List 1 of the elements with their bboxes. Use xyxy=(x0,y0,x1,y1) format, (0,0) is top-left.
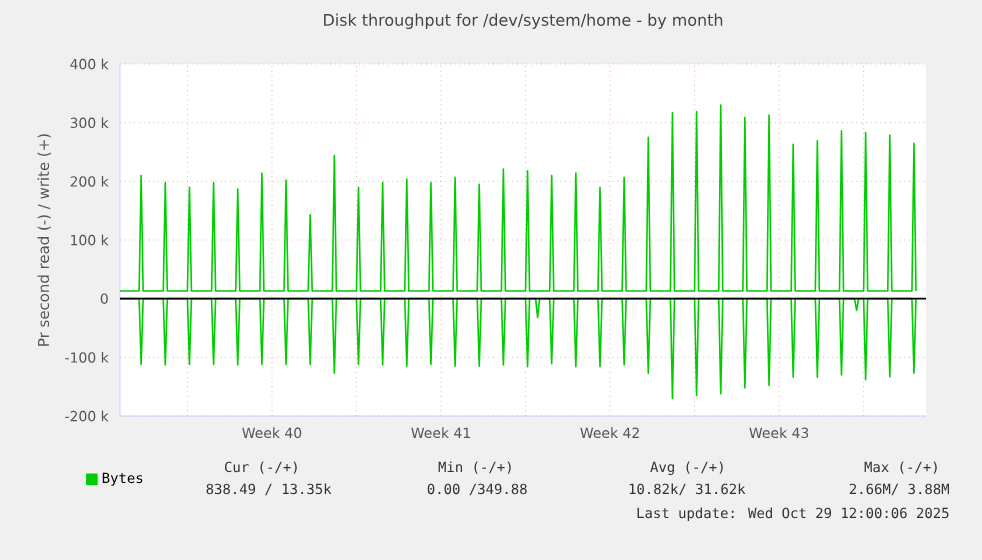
line-series xyxy=(120,104,917,292)
